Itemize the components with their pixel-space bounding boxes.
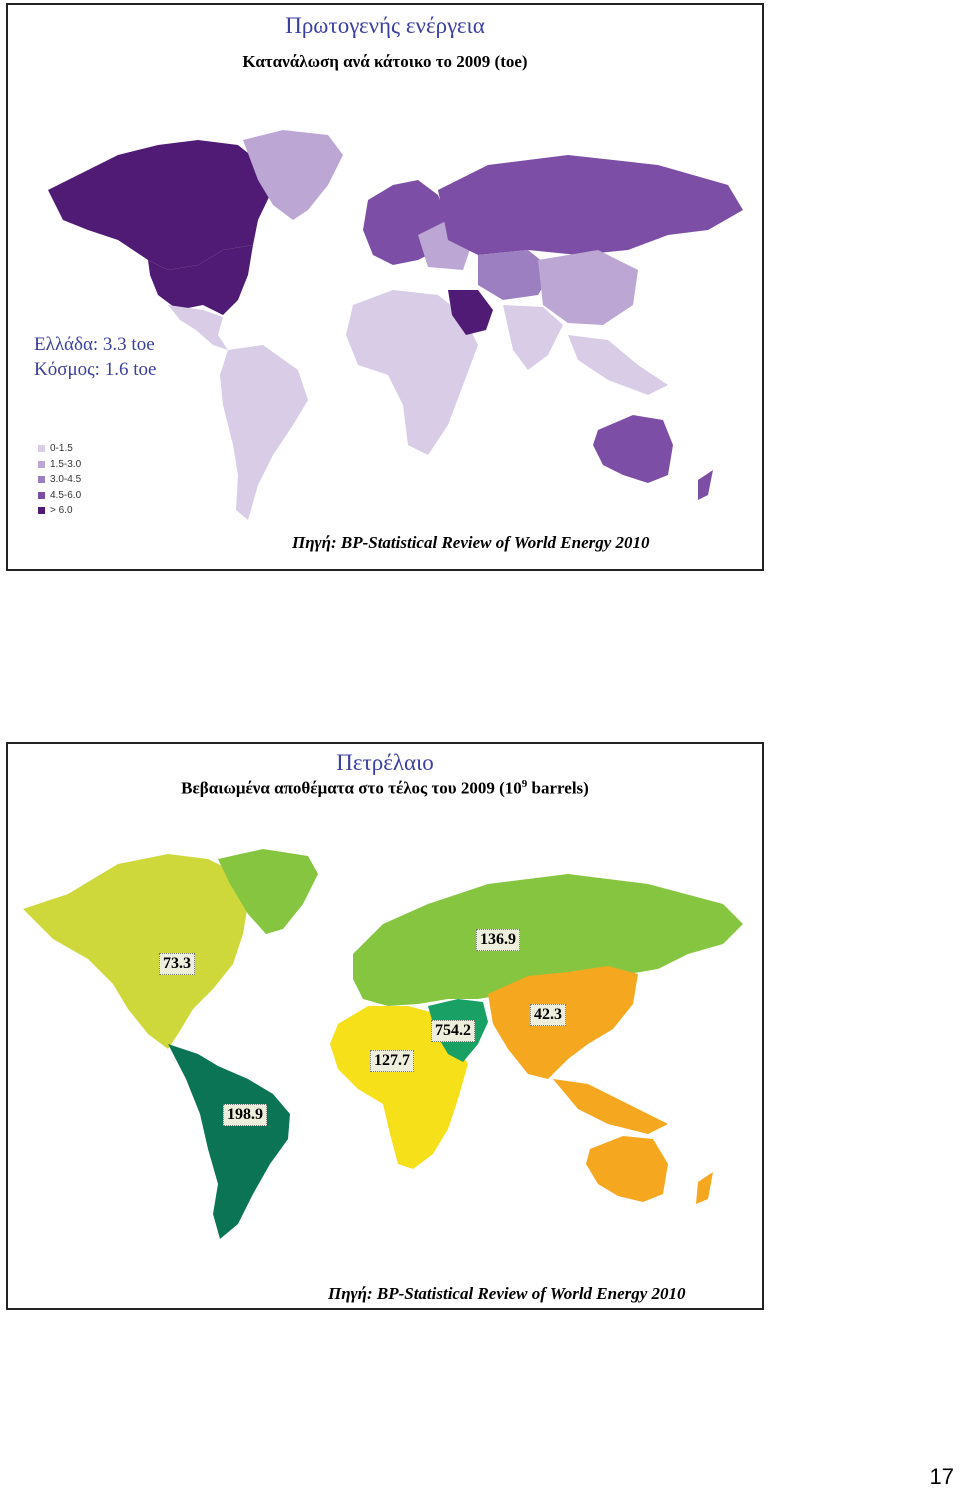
slide-title: Πετρέλαιο — [336, 750, 434, 775]
map-region-middle-east — [448, 290, 493, 335]
map-region-greenland — [218, 849, 318, 934]
legend-label: > 6.0 — [50, 505, 73, 517]
map-region-australia — [593, 415, 673, 483]
subtitle-unit: barrels) — [527, 778, 589, 798]
map-region-south-central-america — [168, 1044, 290, 1239]
value-label-middle-east: 754.2 — [431, 1020, 475, 1042]
greece-consumption-label: Ελλάδα: 3.3 toe — [34, 334, 155, 355]
map-region-australia — [586, 1136, 668, 1202]
map-region-new-zealand — [698, 470, 713, 500]
map-region-india — [503, 305, 563, 370]
source-citation: Πηγή: BP-Statistical Review of World Ene… — [328, 1284, 686, 1303]
map-region-new-zealand — [696, 1172, 713, 1204]
map-region-greenland — [243, 130, 343, 220]
greece-world-stats: Ελλάδα: 3.3 toe Κόσμος: 1.6 toe — [34, 332, 156, 382]
world-consumption-label: Κόσμος: 1.6 toe — [34, 359, 157, 380]
subtitle-text: Βεβαιωμένα αποθέματα στο τέλος του 2009 … — [181, 778, 522, 798]
legend-label: 4.5-6.0 — [50, 489, 82, 501]
legend-label: 0-1.5 — [50, 443, 73, 455]
legend-label: 1.5-3.0 — [50, 458, 82, 470]
slide-subtitle: Βεβαιωμένα αποθέματα στο τέλος του 2009 … — [8, 778, 762, 799]
value-label-africa: 127.7 — [370, 1050, 414, 1072]
map-region-europe-eurasia — [353, 874, 743, 1006]
map-region-usa — [148, 245, 253, 315]
world-map-oil-reserves — [23, 849, 743, 1239]
legend-item: > 6.0 — [38, 503, 81, 519]
map-region-china — [538, 250, 638, 325]
page-number: 17 — [929, 1464, 954, 1489]
map-region-canada — [48, 140, 270, 270]
map-region-south-america — [220, 345, 308, 520]
legend-item: 4.5-6.0 — [38, 488, 81, 504]
value-label-europe-eurasia: 136.9 — [476, 929, 520, 951]
legend-swatch — [38, 476, 45, 484]
world-map-energy-consumption — [48, 130, 743, 520]
map-region-africa — [346, 290, 478, 455]
legend-swatch — [38, 507, 45, 515]
legend-swatch — [38, 460, 45, 468]
source-citation: Πηγή: BP-Statistical Review of World Ene… — [292, 533, 650, 552]
map-region-africa — [330, 1006, 468, 1169]
map-legend: 0-1.5 1.5-3.0 3.0-4.5 4.5-6.0 > 6.0 — [38, 441, 81, 519]
legend-item: 1.5-3.0 — [38, 457, 81, 473]
legend-item: 0-1.5 — [38, 441, 81, 457]
slide-oil-reserves: Πετρέλαιο Βεβαιωμένα αποθέματα στο τέλος… — [6, 742, 764, 1310]
slide-title: Πρωτογενής ενέργεια — [285, 13, 485, 38]
map-region-north-america — [23, 854, 248, 1049]
value-label-south-central-america: 198.9 — [223, 1104, 267, 1126]
legend-swatch — [38, 491, 45, 499]
map-region-russia — [438, 155, 743, 255]
subtitle-exponent: 9 — [521, 778, 528, 790]
value-label-asia-pacific: 42.3 — [530, 1004, 566, 1026]
slide-primary-energy: Πρωτογενής ενέργεια Κατανάλωση ανά κάτοι… — [6, 3, 764, 571]
slide-subtitle: Κατανάλωση ανά κάτοικο το 2009 (toe) — [242, 52, 528, 71]
legend-item: 3.0-4.5 — [38, 472, 81, 488]
map-region-southeast-asia — [568, 335, 668, 395]
legend-swatch — [38, 445, 45, 453]
map-region-mexico — [168, 305, 228, 350]
map-region-southeast-asia — [553, 1079, 668, 1134]
map-region-central-asia — [478, 250, 553, 300]
value-label-north-america: 73.3 — [159, 953, 195, 975]
legend-label: 3.0-4.5 — [50, 474, 82, 486]
